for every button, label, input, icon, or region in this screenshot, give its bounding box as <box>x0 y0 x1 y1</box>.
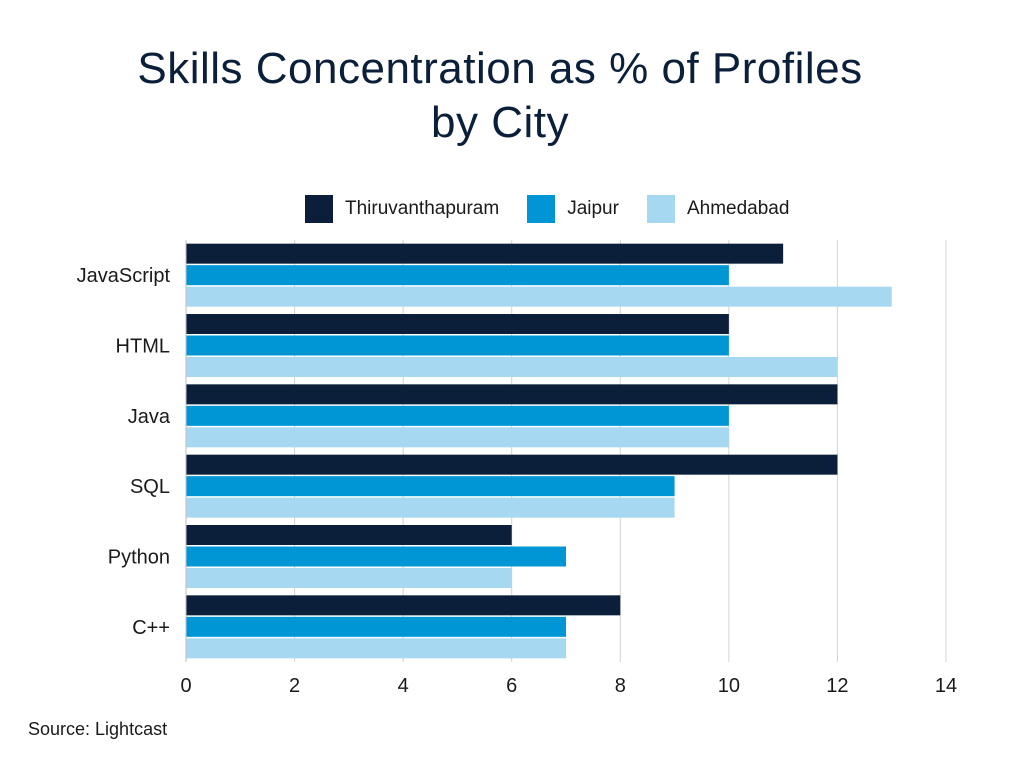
y-tick-label: JavaScript <box>77 265 171 287</box>
legend-item-series-1: Thiruvanthapuram <box>305 195 499 223</box>
bar-c-series-2 <box>186 616 566 637</box>
bar-java-series-1 <box>186 384 838 405</box>
x-tick-label: 4 <box>398 675 409 697</box>
bar-python-series-2 <box>186 546 566 567</box>
y-tick-label: HTML <box>116 336 170 358</box>
y-tick-label: C++ <box>132 617 170 639</box>
bar-sql-series-2 <box>186 476 675 497</box>
y-tick-label: SQL <box>130 476 170 498</box>
legend-label-series-3: Ahmedabad <box>686 198 790 219</box>
bar-html-series-2 <box>186 335 729 356</box>
legend-label-series-2: Jaipur <box>567 198 619 219</box>
bar-c-series-1 <box>186 595 621 616</box>
chart-title-line-2: by City <box>431 98 569 147</box>
legend-swatch-series-2 <box>527 195 556 223</box>
legend-label-series-1: Thiruvanthapuram <box>345 198 500 219</box>
bar-javascript-series-1 <box>186 243 784 264</box>
chart-title-line-1: Skills Concentration as % of Profiles <box>137 44 863 93</box>
legend-item-series-3: Ahmedabad <box>646 195 790 223</box>
x-tick-label: 6 <box>506 675 517 697</box>
bar-html-series-3 <box>186 357 838 377</box>
legend-swatch-series-3 <box>646 195 675 223</box>
chart-title: Skills Concentration as % of Profiles by… <box>0 42 1000 150</box>
bar-c-series-3 <box>186 638 566 659</box>
y-tick-label: Python <box>108 547 170 569</box>
x-tick-label: 14 <box>935 675 957 697</box>
x-tick-label: 10 <box>718 675 740 697</box>
legend-item-series-2: Jaipur <box>527 195 619 223</box>
bar-sql-series-1 <box>186 454 838 475</box>
source-note: Source: Lightcast <box>28 719 168 739</box>
bar-java-series-2 <box>186 405 729 426</box>
x-tick-label: 2 <box>289 675 300 697</box>
bar-python-series-3 <box>186 568 512 588</box>
x-tick-label: 12 <box>826 675 848 697</box>
legend: Thiruvanthapuram Jaipur Ahmedabad <box>305 195 817 223</box>
x-tick-label: 8 <box>615 675 626 697</box>
legend-swatch-series-1 <box>305 195 333 223</box>
bar-sql-series-3 <box>186 497 675 518</box>
x-tick-label: 0 <box>180 675 191 697</box>
y-tick-label: Java <box>128 406 171 428</box>
bar-html-series-1 <box>186 314 729 334</box>
bar-java-series-3 <box>186 427 729 448</box>
bar-javascript-series-3 <box>186 286 892 307</box>
bar-javascript-series-2 <box>186 265 729 286</box>
bar-python-series-1 <box>186 525 512 545</box>
